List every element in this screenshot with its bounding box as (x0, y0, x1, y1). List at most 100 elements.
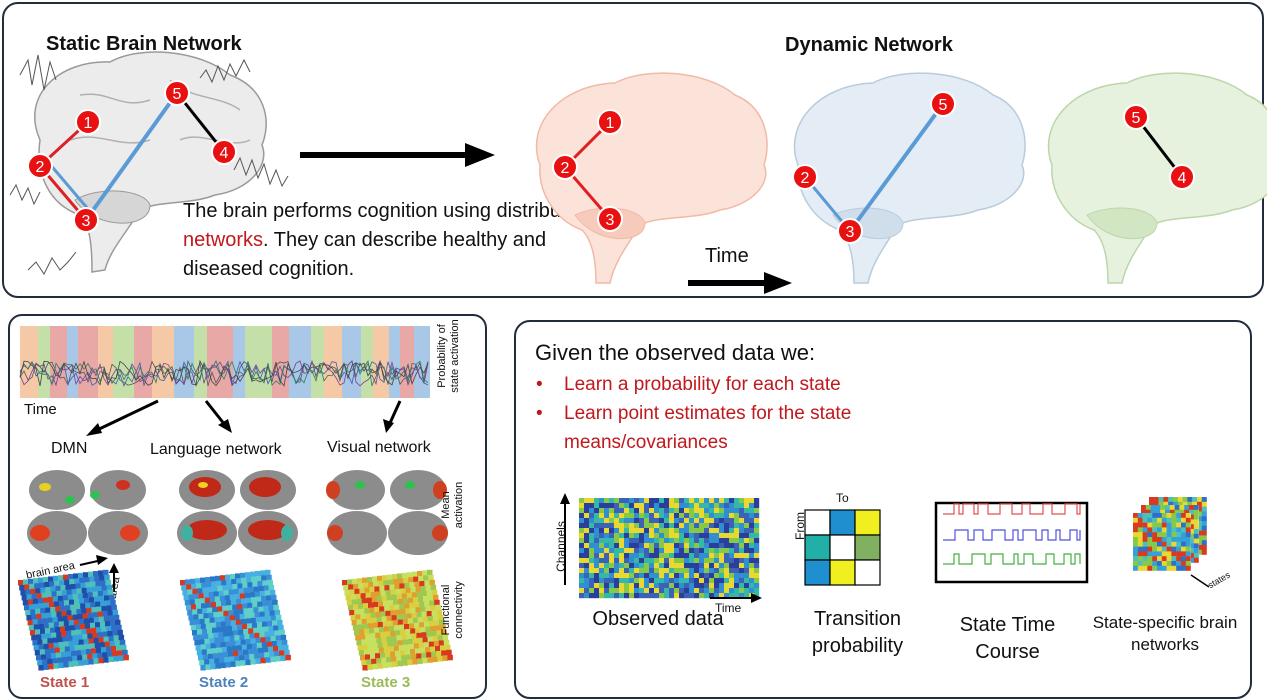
fc-cell (425, 647, 431, 653)
network-cell (1165, 509, 1170, 515)
observed-cell (664, 533, 670, 539)
fc-cell (75, 583, 81, 589)
fc-cell (248, 649, 254, 655)
observed-cell (669, 558, 675, 564)
fc-cell (274, 651, 280, 657)
observed-cell (739, 568, 745, 574)
fc-cell (87, 654, 93, 660)
fc-cell (417, 571, 423, 577)
fc-cell (79, 598, 85, 604)
fc-cell (116, 645, 122, 651)
fc-cell (228, 630, 234, 637)
fc-cell (117, 650, 123, 656)
fc-cell (76, 650, 82, 656)
observed-cell (689, 588, 695, 594)
network-cell (1161, 517, 1167, 523)
observed-cell (604, 558, 610, 564)
observed-cell (754, 498, 760, 504)
fc-cell (101, 626, 107, 633)
network-cell (1177, 497, 1183, 502)
fc-cell (57, 595, 64, 602)
network-cell (1147, 537, 1153, 542)
observed-cell (619, 543, 625, 549)
fc-cell (408, 644, 415, 650)
fc-cell (280, 634, 287, 641)
fc-cell (256, 642, 263, 649)
fc-cell (102, 631, 108, 638)
network-cell (1201, 530, 1207, 536)
observed-cell (704, 533, 710, 539)
fc-cell (198, 613, 204, 620)
observed-cell (734, 593, 740, 599)
transition-cell (829, 509, 856, 536)
observed-cell (709, 558, 715, 564)
fc-cell (414, 581, 420, 588)
static-node-4: 4 (211, 139, 237, 165)
observed-cell (584, 508, 590, 514)
observed-cell (579, 568, 585, 574)
fc-cell (384, 585, 390, 591)
state-band (400, 326, 414, 398)
fc-cell (402, 660, 408, 666)
dmn-brain-maps (27, 470, 148, 555)
fc-cell (430, 605, 436, 611)
fc-cell (417, 637, 424, 644)
observed-cell (684, 508, 690, 514)
fc-cell (434, 599, 440, 606)
network-cell (1193, 529, 1199, 534)
observed-cell (594, 533, 600, 539)
fc-cell (113, 635, 120, 641)
observed-cell (584, 558, 590, 564)
fc-cell (72, 655, 78, 662)
fc-cell (400, 588, 407, 594)
fc-cell (405, 587, 412, 594)
fc-cell (37, 660, 43, 666)
fc-cell (427, 569, 433, 576)
network-cell (1161, 527, 1167, 533)
fc-cell (70, 625, 76, 631)
fc-cell (61, 652, 67, 658)
observed-cell (644, 513, 650, 519)
observed-cell (719, 503, 725, 509)
fc-cell (427, 657, 433, 663)
observed-cell (694, 513, 700, 519)
fc-cell (387, 574, 393, 581)
fc-cell (258, 586, 265, 592)
observed-cell (609, 553, 615, 559)
fc-cell (411, 612, 418, 619)
fc-cell (363, 582, 369, 589)
fc-cell (203, 633, 209, 640)
fc-cell (414, 602, 420, 608)
observed-cell (704, 503, 710, 509)
fc-cell (248, 587, 255, 593)
network-cell (1176, 556, 1182, 562)
state-band (50, 326, 67, 398)
observed-cell (599, 583, 605, 589)
network-cell (1145, 509, 1151, 515)
observed-cell (699, 593, 705, 599)
observed-cell (629, 563, 635, 569)
fc-cell (252, 581, 258, 588)
fc-cell (122, 649, 128, 656)
observed-cell (619, 583, 625, 589)
fc-cell (96, 586, 103, 592)
fc-cell (85, 602, 91, 609)
fc-cell (205, 643, 212, 650)
fc-cell (196, 603, 202, 610)
observed-cell (679, 508, 685, 514)
network-cell (1184, 505, 1190, 510)
fc-cell (251, 597, 257, 603)
network-cell (1157, 551, 1162, 557)
observed-cell (604, 538, 610, 544)
fc-cell (55, 606, 61, 612)
network-cell (1201, 506, 1207, 512)
fc-cell (182, 590, 188, 596)
observed-cell (684, 503, 690, 509)
fc-cell (373, 602, 379, 608)
observed-cell (654, 568, 660, 574)
observed-cell (619, 518, 625, 524)
fc-cell (209, 617, 216, 624)
fc-cell (396, 635, 402, 641)
observed-cell (599, 563, 605, 569)
fc-cell (386, 636, 392, 642)
